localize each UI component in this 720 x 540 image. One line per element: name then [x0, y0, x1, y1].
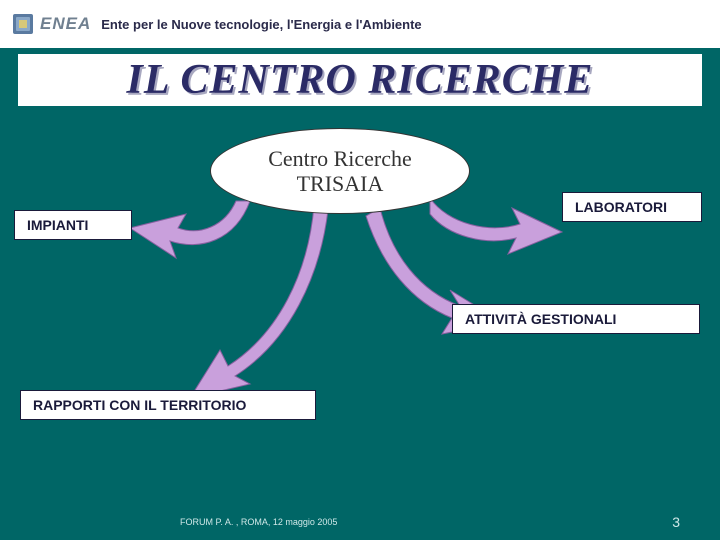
page-number: 3	[672, 514, 680, 530]
box-rapporti: RAPPORTI CON IL TERRITORIO	[20, 390, 316, 420]
center-line2: TRISAIA	[297, 171, 384, 196]
logo: ENEA	[10, 11, 91, 37]
footer: FORUM P. A. , ROMA, 12 maggio 2005 3	[0, 514, 720, 530]
center-line1: Centro Ricerche	[268, 146, 412, 171]
header-subtitle: Ente per le Nuove tecnologie, l'Energia …	[101, 17, 421, 32]
diagram-area: Centro Ricerche TRISAIA IMPIANTI LABORAT…	[0, 106, 720, 456]
center-node-text: Centro Ricerche TRISAIA	[268, 146, 412, 197]
title-bar: IL CENTRO RICERCHE	[18, 54, 702, 106]
box-laboratori-label: LABORATORI	[575, 199, 667, 215]
page-title: IL CENTRO RICERCHE	[28, 56, 692, 104]
center-node: Centro Ricerche TRISAIA	[210, 128, 470, 214]
box-impianti: IMPIANTI	[14, 210, 132, 240]
box-attivita-label: ATTIVITÀ GESTIONALI	[465, 311, 616, 327]
logo-icon	[10, 11, 36, 37]
box-impianti-label: IMPIANTI	[27, 217, 88, 233]
logo-text: ENEA	[40, 14, 91, 34]
box-attivita: ATTIVITÀ GESTIONALI	[452, 304, 700, 334]
box-rapporti-label: RAPPORTI CON IL TERRITORIO	[33, 397, 246, 413]
footer-text: FORUM P. A. , ROMA, 12 maggio 2005	[180, 517, 337, 527]
header-bar: ENEA Ente per le Nuove tecnologie, l'Ene…	[0, 0, 720, 48]
box-laboratori: LABORATORI	[562, 192, 702, 222]
